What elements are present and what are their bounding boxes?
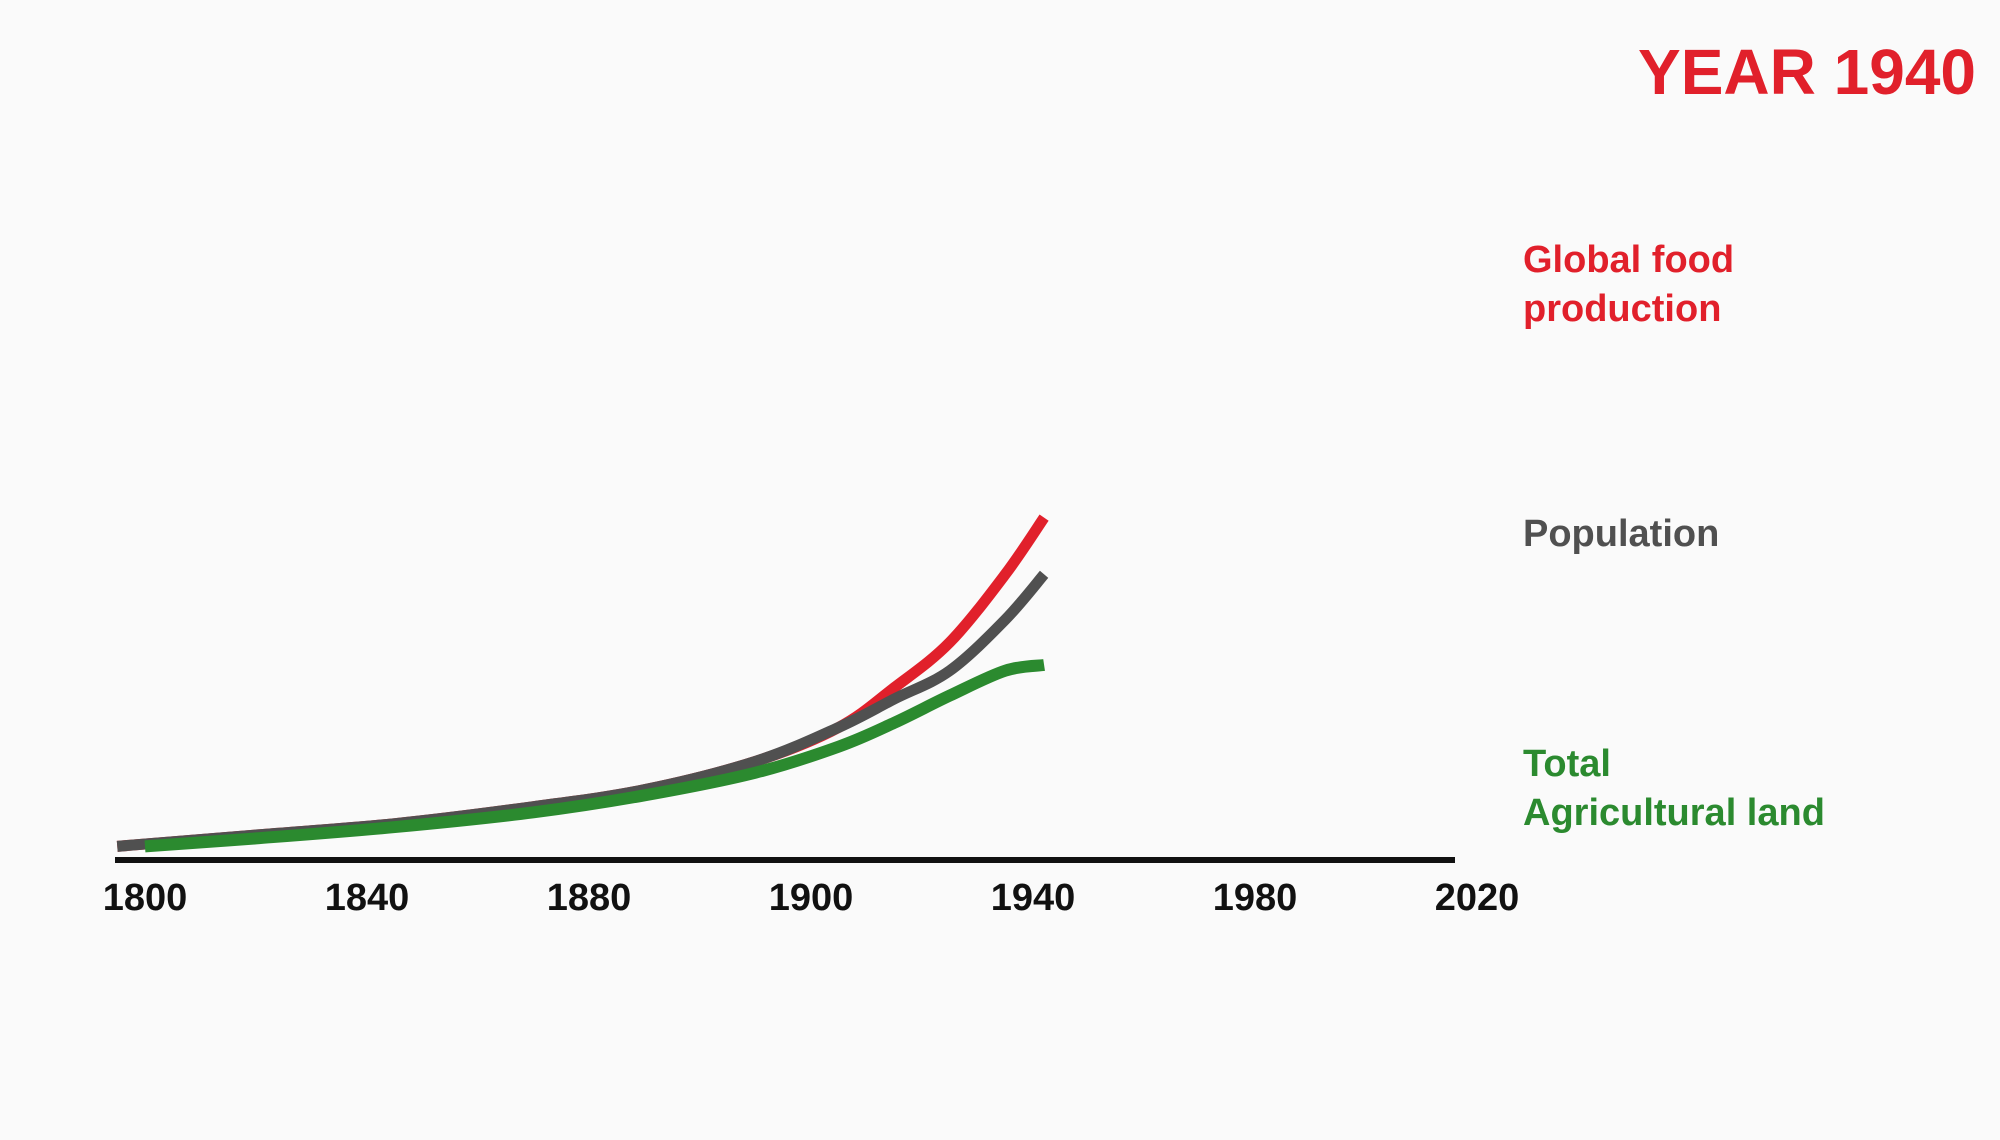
series-line-land (144, 659, 1045, 853)
x-tick-label: 1800 (103, 877, 188, 919)
legend-agricultural-land: Total Agricultural land (1523, 740, 1825, 838)
x-tick-label: 1840 (325, 877, 410, 919)
legend-population-line-1: Population (1523, 513, 1720, 555)
legend-land-line-1: Total (1523, 743, 1611, 785)
legend-land-line-2: Agricultural land (1523, 792, 1825, 834)
year-title: YEAR 1940 (1638, 36, 1976, 108)
legend-food-line-1: Global food (1523, 239, 1735, 281)
legend-population: Population (1523, 510, 1719, 559)
x-tick-label: 1940 (991, 877, 1076, 919)
x-tick-label: 1980 (1213, 877, 1298, 919)
x-tick-label: 1900 (769, 877, 854, 919)
legend-food-line-2: production (1523, 288, 1722, 330)
x-tick-label: 1880 (547, 877, 632, 919)
x-tick-label: 2020 (1435, 877, 1520, 919)
legend-food-production: Global food production (1523, 236, 1734, 334)
